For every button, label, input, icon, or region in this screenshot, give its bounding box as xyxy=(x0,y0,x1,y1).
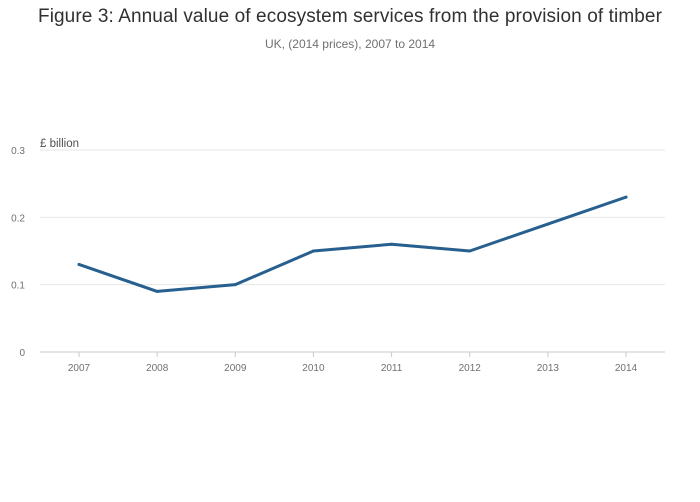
chart-subtitle: UK, (2014 prices), 2007 to 2014 xyxy=(264,37,436,51)
series-line[interactable] xyxy=(77,195,628,293)
gridlines xyxy=(40,149,665,286)
x-tick-label: 2008 xyxy=(146,363,169,374)
y-axis-unit-label: £ billion xyxy=(40,138,79,150)
y-tick-label: 0.1 xyxy=(11,281,25,292)
data-point[interactable] xyxy=(390,242,394,246)
x-tick-label: 2009 xyxy=(224,363,247,374)
axes: 0 0.1 0.2 0.3 2007 2008 2009 2010 2011 2012 2013 20… xyxy=(11,146,665,374)
x-tick-label: 2014 xyxy=(615,363,638,374)
data-point[interactable] xyxy=(468,249,472,253)
y-tick-label: 0.2 xyxy=(11,213,25,224)
y-tick-label: 0.3 xyxy=(11,146,25,157)
chart-title: Figure 3: Annual value of ecosystem serv… xyxy=(37,6,663,27)
x-tick-label: 2012 xyxy=(459,363,482,374)
data-point[interactable] xyxy=(624,195,628,199)
x-tick-label: 2013 xyxy=(537,363,560,374)
data-point[interactable] xyxy=(155,289,159,293)
x-tick-label: 2010 xyxy=(302,363,325,374)
data-point[interactable] xyxy=(546,222,550,226)
series-layer xyxy=(77,195,628,293)
data-point[interactable] xyxy=(233,283,237,287)
data-point[interactable] xyxy=(311,249,315,253)
data-point[interactable] xyxy=(77,262,81,266)
x-tick-label: 2007 xyxy=(68,363,91,374)
y-tick-label: 0 xyxy=(19,348,25,359)
x-tick-label: 2011 xyxy=(381,363,403,374)
